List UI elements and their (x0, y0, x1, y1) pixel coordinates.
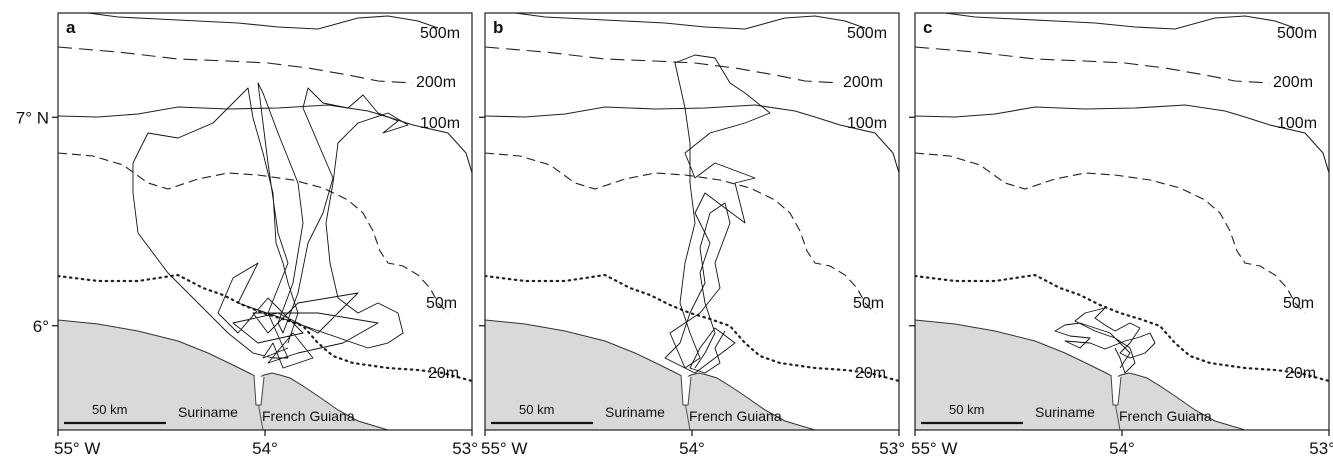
isobath-line-50m (58, 152, 449, 314)
estuary (253, 374, 265, 406)
isobath-label: 200m (416, 74, 456, 91)
lon-tick-label: 54° (1109, 439, 1135, 458)
isobath-label: 100m (420, 115, 460, 132)
map-panel-a: 500m 200m 100m 50m 20m a 50 km Suriname French G… (16, 12, 478, 458)
isobath-label: 20m (428, 365, 459, 382)
animal-track (1054, 307, 1156, 374)
isobath-line-100m (915, 104, 1329, 174)
label-suriname: Suriname (605, 404, 665, 420)
label-french-guiana: French Guiana (1119, 408, 1212, 424)
isobath-line-200m (485, 46, 841, 84)
isobath-label: 100m (1277, 115, 1317, 132)
panel-letter: b (493, 18, 503, 37)
land-area (485, 319, 816, 430)
lon-tick-label: 53° (452, 439, 478, 458)
isobath-label: 50m (1283, 295, 1314, 312)
isobath-line-500m (485, 13, 866, 30)
panel-letter: c (923, 18, 932, 37)
isobath-line-500m (58, 13, 439, 30)
isobath-label: 50m (853, 295, 884, 312)
estuary (680, 374, 692, 406)
isobath-label: 200m (1273, 74, 1313, 91)
isobath-label: 500m (847, 25, 887, 42)
map-panel-b: 500m 200m 100m 50m 20m b 50 km Suriname French G… (479, 12, 905, 458)
isobath-line-100m (58, 104, 472, 174)
label-suriname: Suriname (1035, 404, 1095, 420)
estuary (1110, 374, 1122, 406)
animal-track (664, 54, 771, 374)
scale-bar-label: 50 km (519, 402, 554, 417)
lon-tick-label: 54° (679, 439, 705, 458)
map-panel-c: 500m 200m 100m 50m 20m c 50 km Suriname French G… (909, 12, 1333, 458)
lon-tick-label: 53° (879, 439, 905, 458)
isobath-label: 50m (426, 295, 457, 312)
lon-tick-label: 55° W (54, 439, 100, 458)
label-suriname: Suriname (178, 404, 238, 420)
lon-tick-label: 55° W (481, 439, 527, 458)
scale-bar-label: 50 km (92, 402, 127, 417)
land-area (58, 319, 389, 430)
lat-tick-label: 6° (33, 317, 49, 336)
isobath-line-200m (58, 46, 414, 84)
isobath-line-500m (915, 13, 1296, 30)
isobath-line-100m (485, 104, 899, 174)
label-french-guiana: French Guiana (262, 408, 355, 424)
isobath-line-50m (485, 152, 876, 314)
isobath-label: 20m (855, 365, 886, 382)
lon-tick-label: 53° (1309, 439, 1333, 458)
lon-tick-label: 55° W (911, 439, 957, 458)
isobath-label: 100m (847, 115, 887, 132)
isobath-label: 20m (1285, 365, 1316, 382)
land-area (915, 319, 1246, 430)
isobath-label: 200m (843, 74, 883, 91)
scale-bar-label: 50 km (949, 402, 984, 417)
animal-track (132, 82, 409, 369)
lat-tick-label: 7° N (16, 108, 49, 127)
lon-tick-label: 54° (252, 439, 278, 458)
panel-letter: a (66, 18, 76, 37)
isobath-line-50m (915, 152, 1306, 314)
isobath-label: 500m (1277, 25, 1317, 42)
isobath-line-200m (915, 46, 1271, 84)
isobath-line-20m (915, 273, 1329, 383)
isobath-label: 500m (420, 25, 460, 42)
label-french-guiana: French Guiana (689, 408, 782, 424)
